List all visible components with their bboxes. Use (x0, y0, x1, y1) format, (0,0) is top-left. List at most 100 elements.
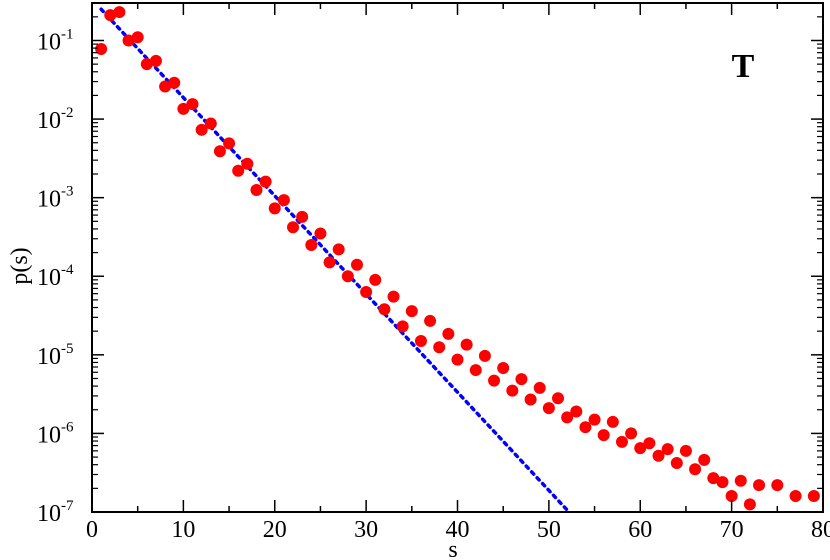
x-tick-label: 20 (263, 517, 287, 543)
data-point (497, 361, 510, 374)
data-point (789, 489, 802, 502)
data-point (515, 373, 528, 386)
data-point (177, 102, 190, 115)
data-point (807, 489, 820, 502)
y-tick-label: 10-2 (37, 105, 74, 134)
x-tick-label: 10 (171, 517, 195, 543)
panel-label: T (732, 48, 755, 85)
data-point (716, 476, 729, 489)
data-point (204, 117, 217, 130)
data-point (771, 479, 784, 492)
data-point (725, 489, 738, 502)
x-axis-label: s (448, 537, 457, 560)
data-point (488, 374, 501, 387)
data-point (369, 273, 382, 286)
x-tick-label: 50 (537, 517, 561, 543)
y-axis: 10-7 10-6 10-5 10-4 10-3 10-2 10-1 (37, 16, 823, 527)
data-point (159, 80, 172, 93)
data-point (634, 442, 647, 455)
data-point (396, 320, 409, 333)
y-tick-label: 10-1 (37, 26, 74, 55)
data-point (661, 443, 674, 456)
data-point (597, 429, 610, 442)
y-tick-label: 10-4 (37, 262, 74, 291)
data-point (122, 34, 135, 47)
data-point (469, 364, 482, 377)
data-point (451, 353, 464, 366)
data-point (296, 210, 309, 223)
data-point (615, 435, 628, 448)
data-point (250, 184, 263, 197)
data-point (743, 498, 756, 511)
data-point (424, 314, 437, 327)
data-point (753, 479, 766, 492)
data-point (168, 76, 181, 89)
data-point (698, 453, 711, 466)
data-point (268, 202, 281, 215)
data-point (579, 421, 592, 434)
data-point (707, 472, 720, 485)
data-point (679, 444, 692, 457)
data-point (241, 157, 254, 170)
data-point (277, 194, 290, 207)
data-point (332, 243, 345, 256)
data-point (524, 393, 537, 406)
data-point (506, 384, 519, 397)
y-tick-label: 10-7 (37, 498, 74, 527)
data-point (140, 58, 153, 71)
data-point (113, 6, 126, 19)
data-point (625, 427, 638, 440)
data-point (561, 411, 574, 424)
y-tick-label: 10-6 (37, 419, 74, 448)
plot-frame (91, 2, 824, 513)
data-point (387, 290, 400, 303)
data-point (223, 137, 236, 150)
y-tick-label: 10-3 (37, 184, 74, 213)
data-point (570, 405, 583, 418)
data-point (305, 238, 318, 251)
x-tick-label: 30 (354, 517, 378, 543)
data-point (314, 227, 327, 240)
x-tick-label: 80 (811, 517, 830, 543)
data-point (533, 381, 546, 394)
data-point (341, 270, 354, 283)
data-point (606, 415, 619, 428)
data-point (670, 457, 683, 470)
data-point (433, 341, 446, 354)
data-point (689, 463, 702, 476)
data-point (552, 392, 565, 405)
data-point (323, 256, 336, 269)
data-point (213, 145, 226, 158)
data-point (460, 338, 473, 351)
x-tick-label: 70 (720, 517, 744, 543)
plot-area (91, 2, 824, 514)
data-point (734, 474, 747, 487)
data-point (131, 31, 144, 44)
data-point (287, 221, 300, 234)
data-point (378, 303, 391, 316)
data-point (643, 437, 656, 450)
data-point (405, 305, 418, 318)
x-tick-label: 40 (446, 517, 470, 543)
x-axis: 0 10 20 30 40 50 60 70 80 (86, 3, 830, 543)
data-point (588, 413, 601, 426)
data-point (542, 402, 555, 415)
y-axis-label: p(s) (7, 247, 33, 284)
y-tick-label: 10-5 (37, 341, 74, 370)
data-point (186, 98, 199, 111)
x-tick-label: 60 (628, 517, 652, 543)
data-point (360, 286, 373, 299)
x-tick-label: 0 (86, 517, 98, 543)
data-point (478, 349, 491, 362)
data-point (652, 449, 665, 462)
data-point (149, 54, 162, 67)
data-point (104, 9, 117, 22)
data-point (95, 42, 108, 55)
data-point (350, 258, 363, 271)
data-point (232, 164, 245, 177)
data-point (259, 175, 272, 188)
data-point (442, 327, 455, 340)
data-point (414, 334, 427, 347)
data-point (195, 123, 208, 136)
